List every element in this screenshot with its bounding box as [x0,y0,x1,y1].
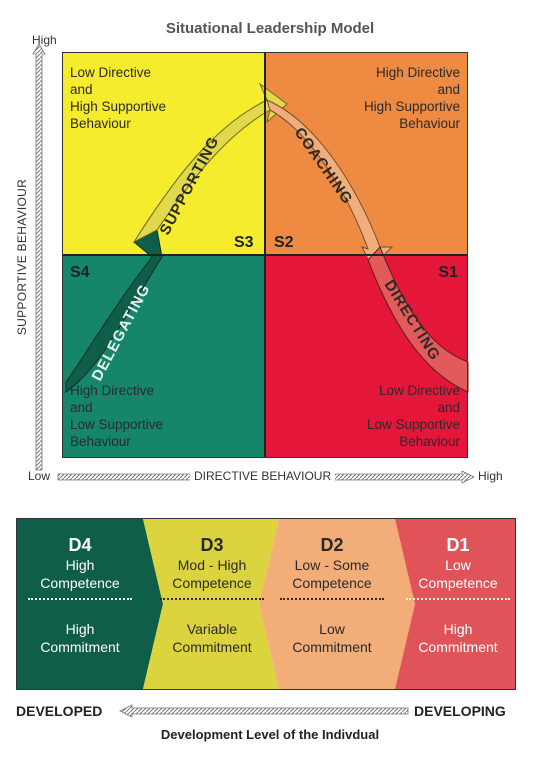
grid-divider-horizontal [62,254,468,256]
development-caption: Development Level of the Indivdual [160,727,380,742]
style-label-s1: S1 [438,264,458,281]
quadrant-s4-text: Low Directive and Low Supportive Behavio… [366,383,460,449]
grid-border [62,52,468,458]
chevron-d1 [395,519,515,689]
diagram-title: Situational Leadership Model [165,20,375,37]
chevron-d2 [259,519,415,689]
divider-dots [280,598,384,600]
delegating-band [65,229,163,393]
divider-dots [28,598,132,600]
quadrant-s2-text: High Directive and High Supportive Behav… [363,65,460,131]
x-axis-high-label: High [478,469,503,483]
quadrant-s1-text: High Directive and Low Supportive Behavi… [70,383,164,449]
level-d4: D4 High Competence High Commitment [17,519,143,689]
quadrant-s3-text: Low Directive and High Supportive Behavi… [70,65,167,131]
divider-dots [160,598,264,600]
x-axis-label: DIRECTIVE BEHAVIOUR [190,469,336,483]
divider-dots [406,598,510,600]
chevron-d4 [17,519,163,689]
y-axis-label: SUPPORTIVE BEHAVIOUR [15,178,29,336]
leadership-curve: DELEGATING SUPPORTING COACHING DIRECTING [65,82,469,393]
scale-developed-label: DEVELOPED [16,703,103,719]
development-levels: D4 High Competence High Commitment D3 Mo… [16,518,516,690]
y-axis-arrow [32,43,46,471]
y-axis-high-label: High [32,33,57,47]
leadership-grid: DELEGATING SUPPORTING COACHING DIRECTING… [62,52,469,458]
coaching-band [266,99,394,268]
style-label-s3: S3 [234,234,254,251]
chevron-d3 [143,519,279,689]
level-d3: D3 Mod - High Competence Variable Commit… [147,519,277,689]
development-scale-arrow [119,704,409,718]
supporting-band [132,82,288,244]
style-label-s4: S4 [70,264,90,281]
level-d2: D2 Low - Some Competence Low Commitment [267,519,397,689]
development-chevrons [17,519,515,689]
style-label-s2: S2 [274,234,294,251]
level-d1: D1 Low Competence High Commitment [401,519,515,689]
x-axis-low-label: Low [28,469,51,483]
scale-developing-label: DEVELOPING [414,703,506,719]
